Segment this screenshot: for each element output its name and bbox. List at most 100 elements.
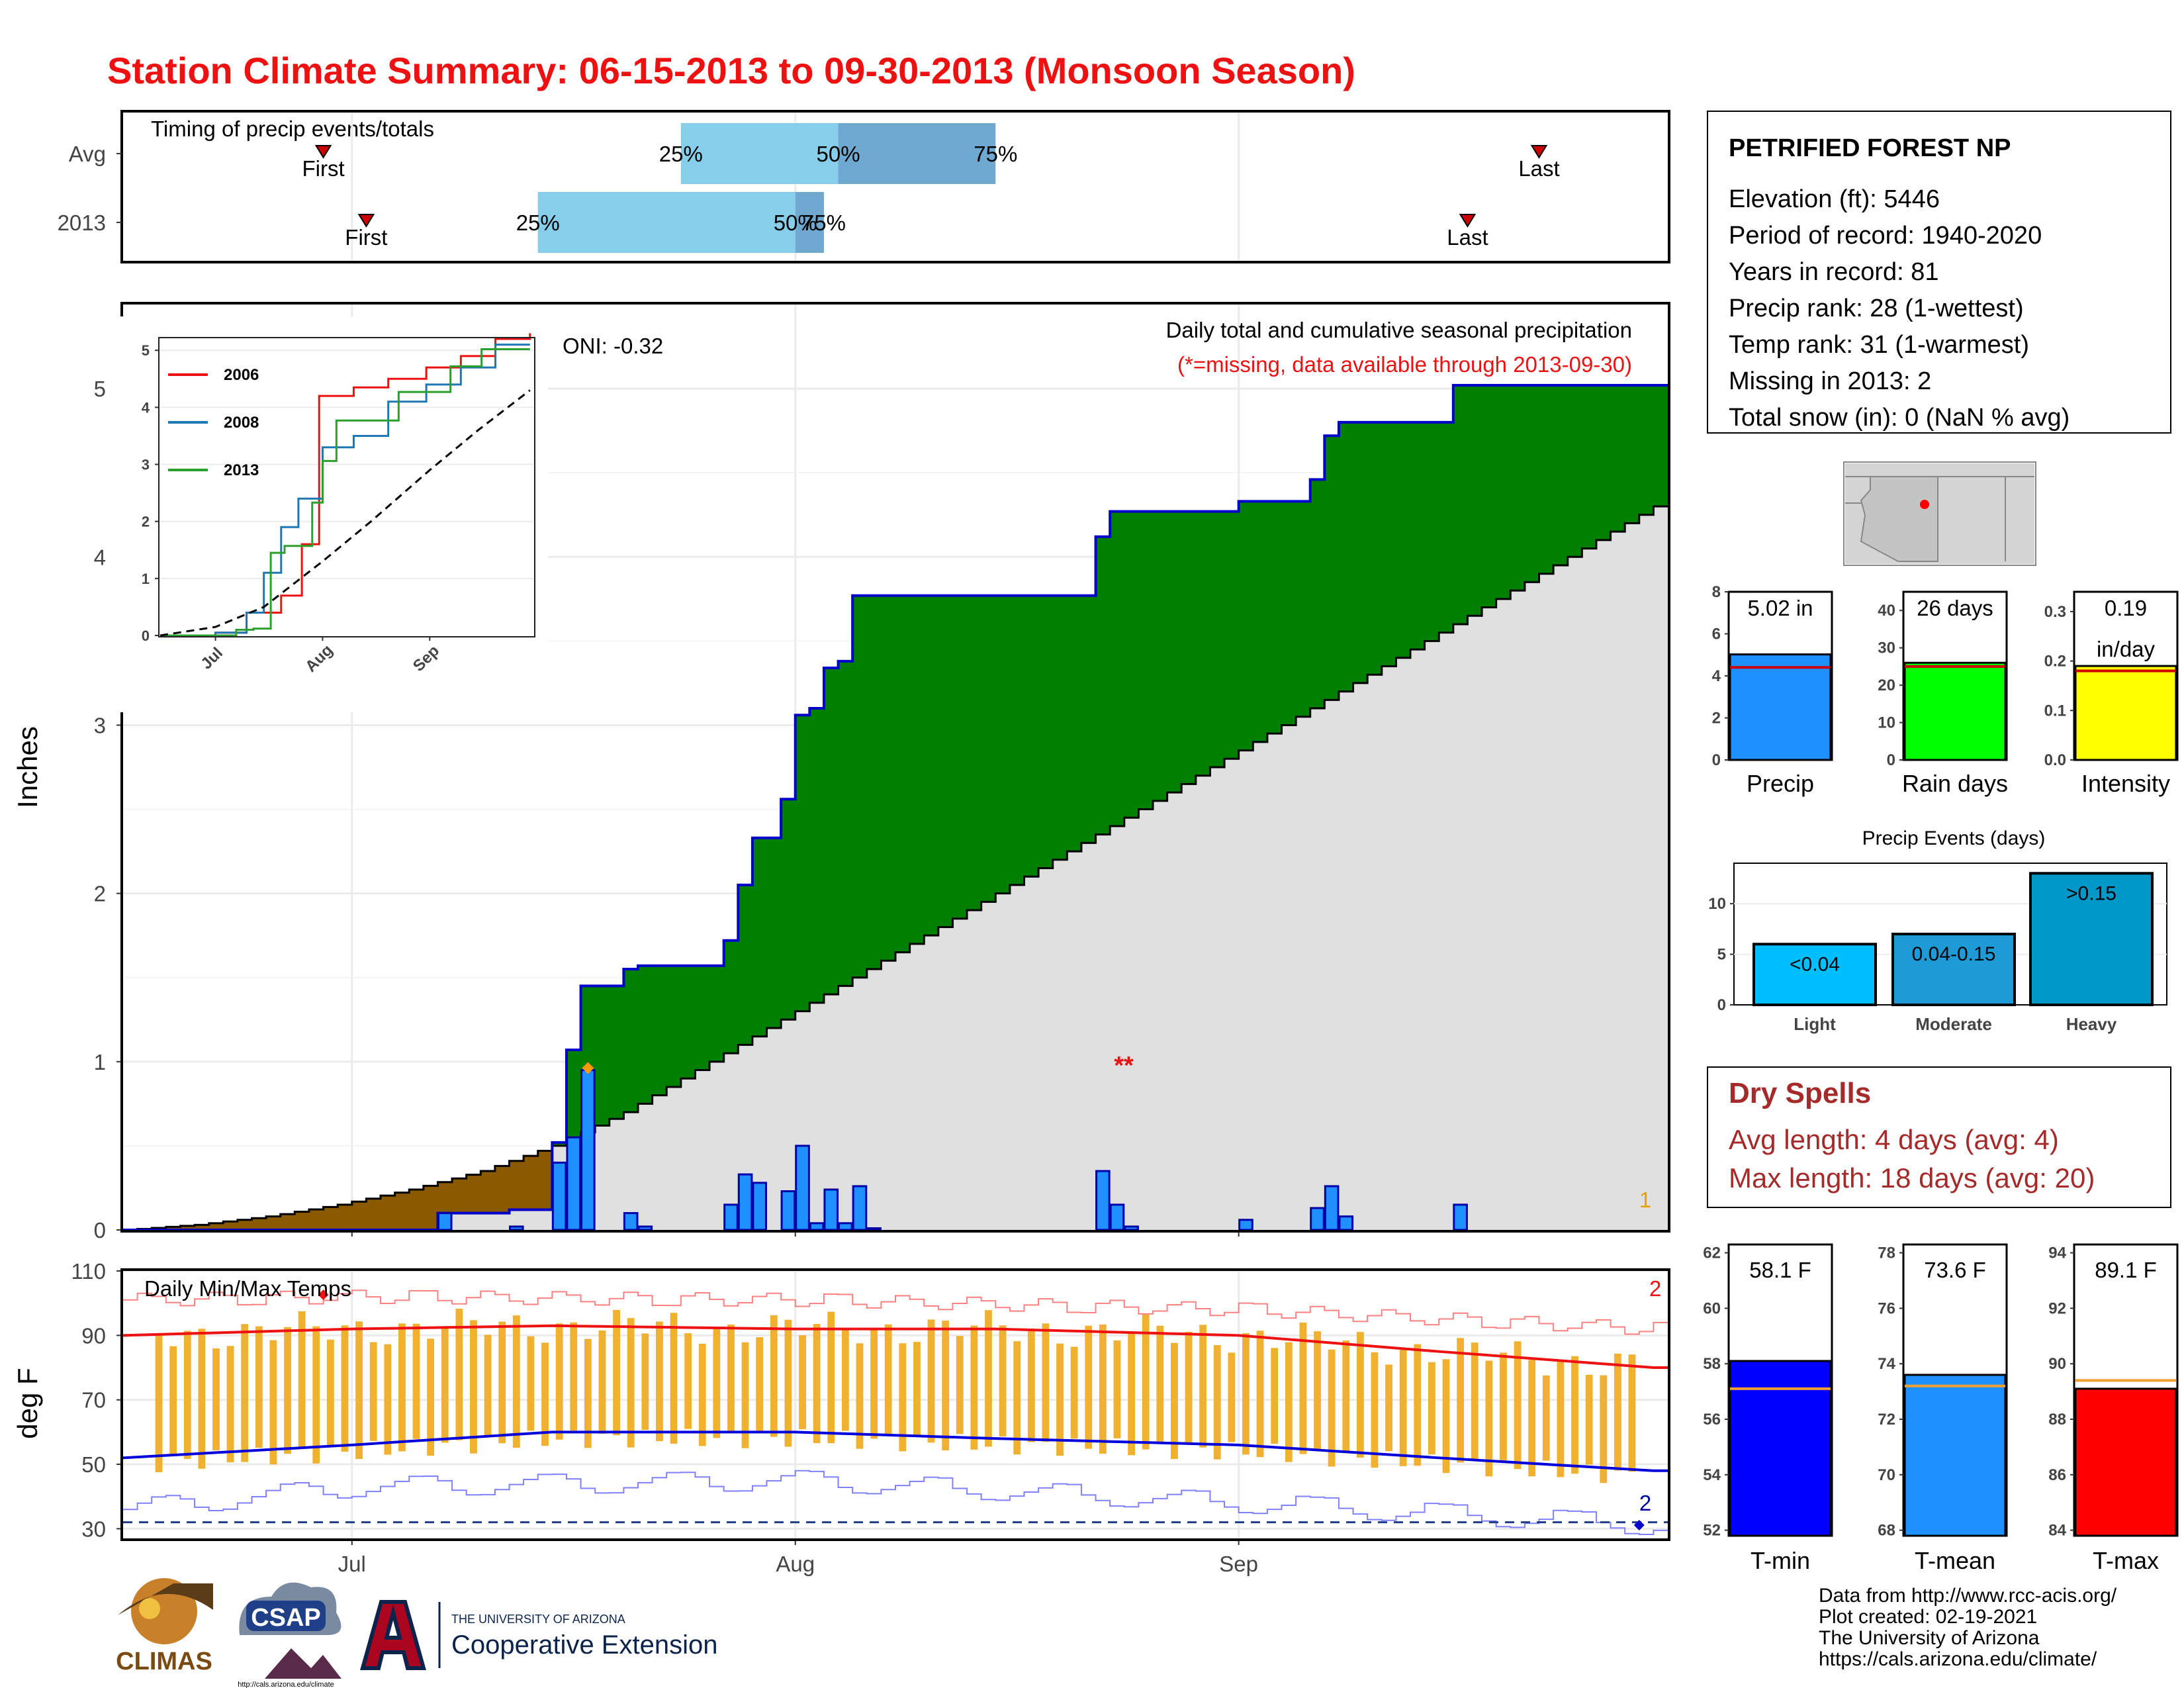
daily-temp-bar [1242, 1333, 1250, 1455]
timing-title: Timing of precip events/totals [151, 117, 434, 141]
events-bar [2029, 872, 2154, 1007]
daily-temp-bar [169, 1346, 177, 1456]
station-precip-rank: Precip rank: 28 (1-wettest) [1729, 295, 2024, 322]
station-info-frame [1707, 111, 2171, 434]
footer-university: The University of Arizona [1819, 1627, 2040, 1649]
events-category-label: Light [1794, 1014, 1836, 1034]
daily-precip-bar [551, 1161, 567, 1231]
daily-temp-bar [827, 1311, 835, 1444]
mini-temp-ytick-label: 54 [1703, 1466, 1721, 1484]
daily-temp-bar [884, 1324, 892, 1436]
record-high-count: 2 [1649, 1276, 1661, 1301]
daily-temp-bar [498, 1321, 506, 1444]
climas-wordmark: CLIMAS [116, 1648, 212, 1675]
avg-cumulative-line [123, 505, 1668, 1231]
daily-temp-bar [1085, 1325, 1093, 1449]
mini-temp-ytick-label: 70 [1878, 1466, 1895, 1484]
daily-precip-bar [1238, 1219, 1253, 1231]
csap-badge [246, 1601, 326, 1631]
last-label: Last [1518, 156, 1559, 181]
timing-pct-label: 50% [774, 211, 817, 235]
daily-temp-bar [1128, 1331, 1135, 1456]
mini-precip-ytick-label: 0.0 [2044, 751, 2066, 769]
daily-temp-bar [1185, 1331, 1193, 1445]
mini-precip-ytick-label: 0.3 [2044, 603, 2066, 621]
inset-background [116, 316, 548, 712]
mini-precip-bar [1729, 653, 1832, 761]
mini-precip-value: 5.02 in [1747, 596, 1813, 620]
daily-temp-bar [870, 1328, 878, 1439]
daily-temp-bar [1013, 1341, 1021, 1455]
temp-ytick-label: 50 [81, 1452, 106, 1477]
mini-temp-ytick-label: 74 [1878, 1355, 1895, 1373]
mini-temp-ytick-label: 78 [1878, 1244, 1895, 1262]
daily-temp-bar [670, 1313, 678, 1444]
footer-data-source: Data from http://www.rcc-acis.org/ [1819, 1585, 2117, 1607]
daily-temp-bar [1070, 1346, 1078, 1439]
daily-temp-bar [570, 1322, 578, 1431]
mini-temp-label: T-max [2093, 1547, 2159, 1574]
daily-precip-bar [1324, 1185, 1340, 1231]
daily-temp-bar [727, 1324, 735, 1432]
daily-precip-bar [780, 1190, 796, 1231]
mini-temp-ytick-label: 92 [2048, 1299, 2066, 1317]
record-low-count: 2 [1639, 1491, 1651, 1515]
avg-tmax-line [122, 1324, 1668, 1370]
dry-spells-max: Max length: 18 days (avg: 20) [1729, 1162, 2095, 1194]
daily-temp-bar [942, 1320, 950, 1451]
record-low-line [123, 1470, 1668, 1535]
mini-temp-ytick-label: 52 [1703, 1522, 1721, 1540]
last-marker-icon [1530, 145, 1548, 159]
daily-temp-bar [326, 1339, 334, 1446]
precip-ylabel: Inches [12, 726, 43, 808]
daily-temp-bar [756, 1337, 764, 1433]
daily-temp-bar [1027, 1329, 1035, 1442]
timing-pct-label: 75% [974, 142, 1017, 166]
mini-precip-ytick-label: 2 [1712, 710, 1721, 727]
mini-precip-label: Rain days [1902, 770, 2008, 797]
first-marker-icon [314, 145, 332, 159]
precip-ytick-label: 2 [94, 882, 106, 906]
mini-precip-ytick-label: 20 [1878, 677, 1895, 694]
climas-emblem-detail-icon [118, 1583, 213, 1615]
temp-panel-title: Daily Min/Max Temps [144, 1276, 351, 1301]
mini-temp-value: 73.6 F [1924, 1258, 1986, 1282]
month-tick-label: Aug [776, 1552, 815, 1576]
station-info-box: PETRIFIED FOREST NP Elevation (ft): 5446… [1707, 111, 2171, 434]
mini-precip-ytick-label: 8 [1712, 583, 1721, 601]
csap-url: http://cals.arizona.edu/climate [238, 1681, 334, 1688]
inset-series-line [159, 389, 531, 637]
daily-temp-bar [1585, 1374, 1593, 1465]
daily-temp-bar [1171, 1342, 1178, 1460]
mini-precip-label: Precip [1747, 770, 1814, 797]
ua-line2: Cooperative Extension [451, 1630, 717, 1660]
temp-ytick-label: 90 [81, 1323, 106, 1348]
station-elevation: Elevation (ft): 5446 [1729, 185, 1940, 213]
events-category-label: Moderate [1915, 1014, 1992, 1034]
daily-precip-bar [1095, 1170, 1111, 1231]
mini-temp-ytick-label: 68 [1878, 1522, 1895, 1540]
inset-series-line [160, 348, 530, 637]
daily-temp-bar [226, 1346, 234, 1463]
events-ytick-label: 10 [1708, 895, 1726, 913]
daily-temp-bar [384, 1344, 392, 1455]
daily-temp-bar [1457, 1338, 1465, 1463]
daily-temp-bar [770, 1315, 778, 1437]
dry-spells-frame [1707, 1066, 2171, 1208]
daily-temp-bar [1271, 1348, 1279, 1444]
mini-precip-ytick-label: 0 [1712, 751, 1721, 769]
daily-precip-bar [809, 1222, 825, 1231]
daily-temp-bar [369, 1342, 377, 1441]
csap-mountain-icon [265, 1648, 341, 1679]
precip-ytick-label: 0 [94, 1218, 106, 1243]
daily-precip-bar [566, 1136, 582, 1231]
inset-legend-label: 2013 [224, 461, 259, 479]
daily-temp-bar [1213, 1344, 1221, 1460]
daily-temp-bar [598, 1331, 606, 1434]
mini-precip-ytick-label: 0.1 [2044, 702, 2066, 720]
events-title: Precip Events (days) [1862, 827, 2046, 849]
events-category-label: Heavy [2066, 1014, 2117, 1034]
daily-temp-bar [355, 1321, 363, 1460]
mini-temp-ytick-label: 88 [2048, 1411, 2066, 1429]
